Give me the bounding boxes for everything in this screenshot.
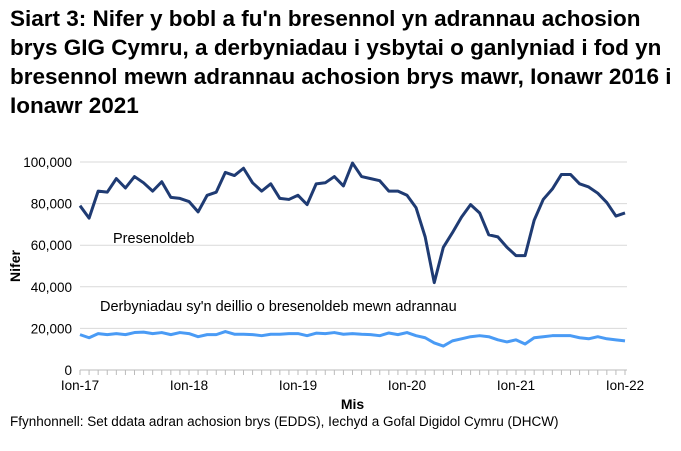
chart-title: Siart 3: Nifer y bobl a fu'n bresennol y… bbox=[10, 6, 672, 118]
series-line-2 bbox=[79, 330, 626, 348]
y-axis-label: Nifer bbox=[7, 250, 23, 282]
source-note: Ffynhonnell: Set ddata adran achosion br… bbox=[10, 414, 559, 429]
y-tick-label: 100,000 bbox=[23, 155, 72, 170]
x-tick-label: Ion-21 bbox=[497, 378, 535, 393]
x-tick-label: Ion-22 bbox=[606, 378, 644, 393]
y-tick-label: 80,000 bbox=[31, 197, 72, 212]
y-tick-label: 40,000 bbox=[31, 280, 72, 295]
y-tick-label: 20,000 bbox=[31, 321, 72, 336]
y-tick-label: 0 bbox=[64, 363, 72, 378]
series-label-derbyniadau: Derbyniadau sy'n deillio o bresenoldeb m… bbox=[100, 299, 457, 315]
x-axis-label: Mis bbox=[341, 396, 365, 412]
x-tick-label: Ion-18 bbox=[170, 378, 208, 393]
x-tick-label: Ion-20 bbox=[388, 378, 426, 393]
series-line-1 bbox=[78, 161, 626, 285]
x-tick-label: Ion-17 bbox=[61, 378, 99, 393]
series-label-presenoldeb: Presenoldeb bbox=[113, 231, 194, 247]
x-tick-label: Ion-19 bbox=[279, 378, 317, 393]
y-tick-label: 60,000 bbox=[31, 238, 72, 253]
